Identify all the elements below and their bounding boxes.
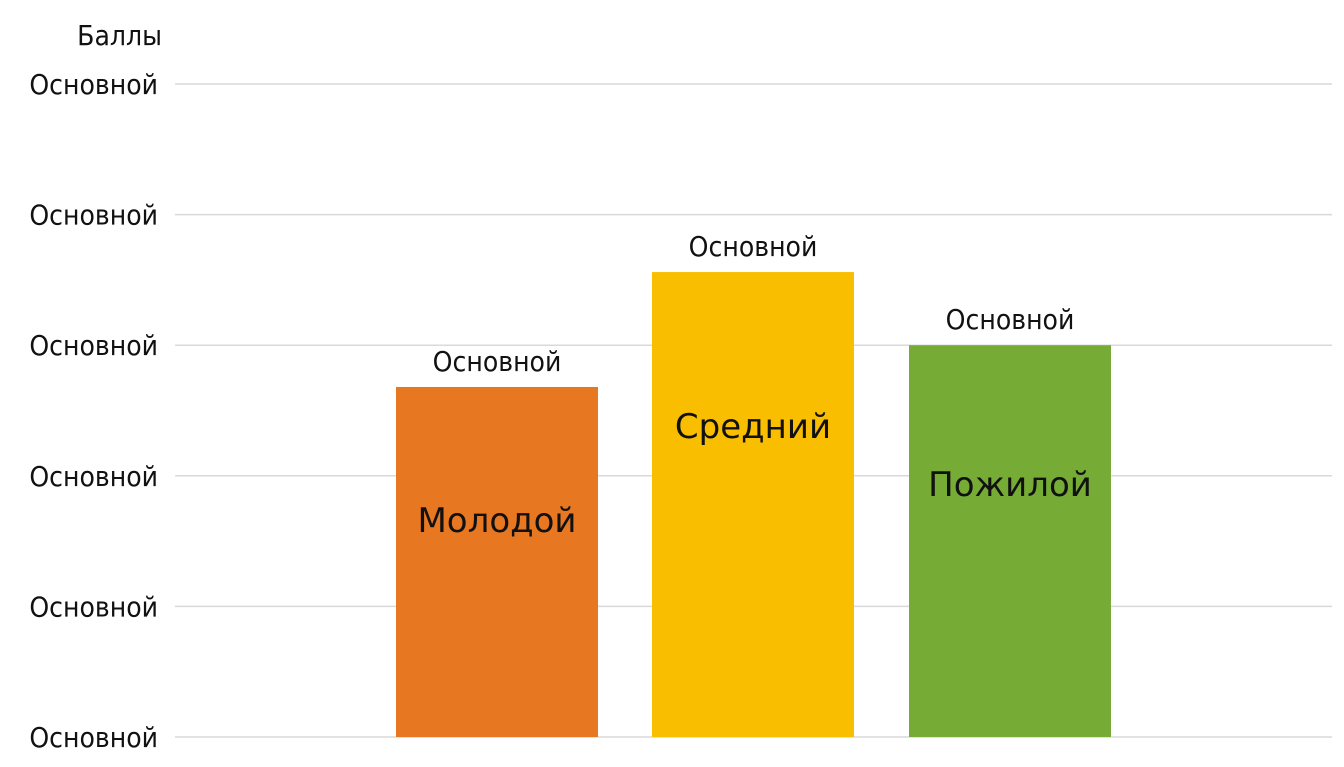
bar-data-label: Основной [946,303,1075,336]
bar [652,272,854,737]
y-tick-label: Основной [29,460,158,493]
y-tick-label: Основной [29,329,158,362]
y-tick-label: Основной [29,199,158,232]
y-axis-title: Баллы [77,19,162,52]
y-tick-label: Основной [29,68,158,101]
bar-category-label: Молодой [417,501,576,541]
y-tick-label: Основной [29,721,158,754]
bar [909,345,1111,737]
bar-data-label: Основной [433,345,562,378]
bar-category-label: Средний [675,407,831,447]
bar [396,386,598,737]
bar-data-label: Основной [689,230,818,263]
y-tick-label: Основной [29,590,158,623]
bar-category-label: Пожилой [928,465,1092,505]
